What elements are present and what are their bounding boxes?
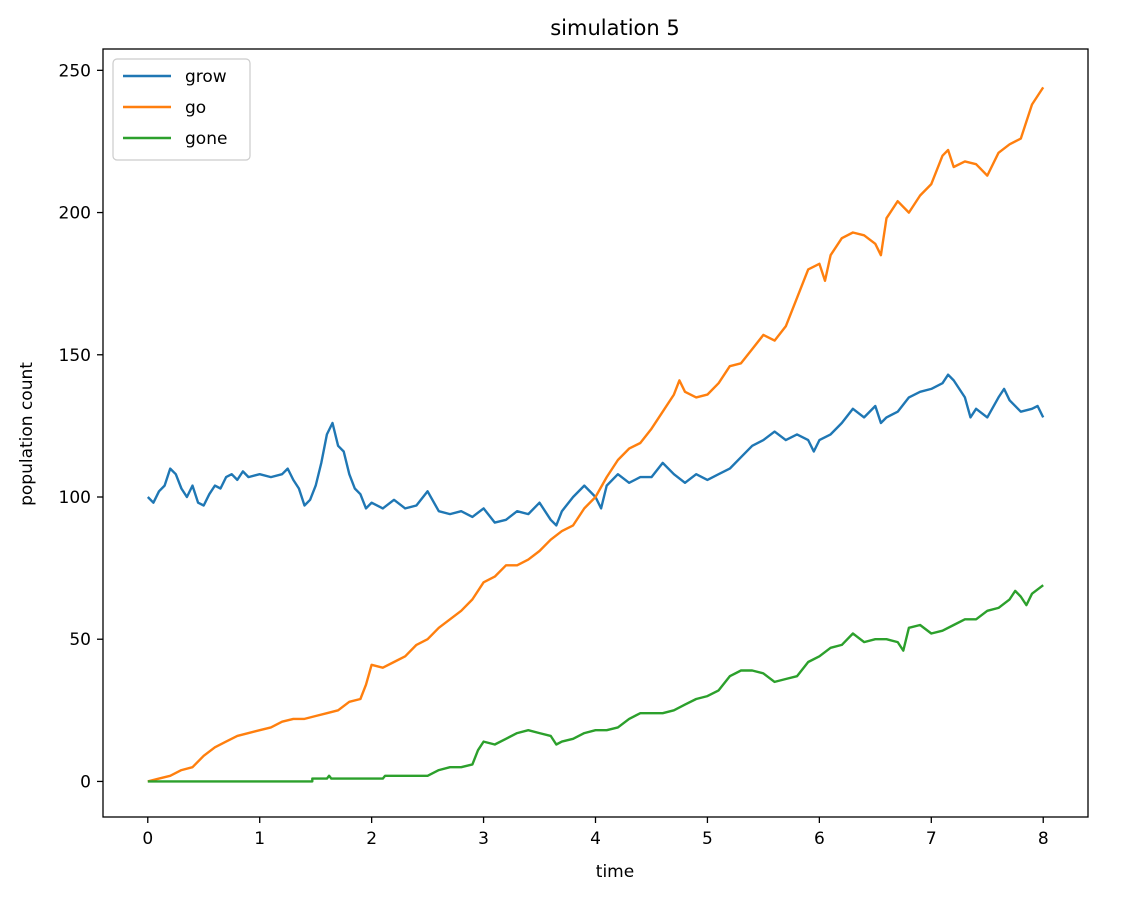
y-tick-label: 200 <box>59 204 91 224</box>
series-group <box>146 86 1045 783</box>
legend-box <box>112 58 251 161</box>
x-tick-label: 6 <box>814 829 825 849</box>
x-tick-label: 2 <box>366 829 377 849</box>
y-axis-label: population count <box>17 362 37 506</box>
series-line-go <box>147 86 1045 783</box>
axes: 0 1 2 3 4 5 6 7 8 0 50 100 150 200 250 <box>59 48 1089 849</box>
y-tick-label: 100 <box>59 488 91 508</box>
x-tick-label: 7 <box>926 829 937 849</box>
legend-label-gone: gone <box>185 129 227 149</box>
x-tick-label: 1 <box>254 829 265 849</box>
x-tick-label: 8 <box>1038 829 1049 849</box>
x-tick-label: 5 <box>702 829 713 849</box>
series-line-grow <box>146 373 1045 527</box>
legend: grow go gone <box>112 58 251 161</box>
y-tick-label: 0 <box>80 772 91 792</box>
legend-label-go: go <box>185 98 206 118</box>
x-tick-label: 3 <box>478 829 489 849</box>
y-tick-label: 150 <box>59 346 91 366</box>
y-tick-label: 250 <box>59 61 91 81</box>
series-line-gone <box>147 584 1044 783</box>
y-tick-label: 50 <box>69 630 91 650</box>
x-tick-label: 0 <box>142 829 153 849</box>
chart-title: simulation 5 <box>550 16 680 40</box>
x-tick-label: 4 <box>590 829 601 849</box>
x-axis-label: time <box>596 862 634 882</box>
legend-label-grow: grow <box>185 67 227 87</box>
